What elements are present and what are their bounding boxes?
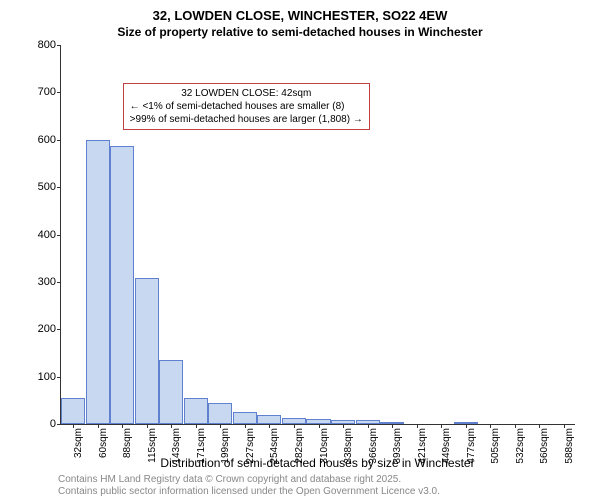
y-tick-mark bbox=[57, 187, 61, 188]
y-tick-mark bbox=[57, 45, 61, 46]
histogram-bar bbox=[86, 140, 110, 424]
footer-text: Contains HM Land Registry data © Crown c… bbox=[58, 474, 440, 498]
annotation-line-1: 32 LOWDEN CLOSE: 42sqm bbox=[130, 87, 363, 100]
y-tick-mark bbox=[57, 92, 61, 93]
chart-container: 32, LOWDEN CLOSE, WINCHESTER, SO22 4EW S… bbox=[0, 0, 600, 500]
plot-area: 32 LOWDEN CLOSE: 42sqm ← <1% of semi-det… bbox=[60, 45, 575, 425]
footer-line-1: Contains HM Land Registry data © Crown c… bbox=[58, 474, 440, 486]
chart-title-main: 32, LOWDEN CLOSE, WINCHESTER, SO22 4EW bbox=[0, 0, 600, 23]
y-tick-mark bbox=[57, 424, 61, 425]
annotation-line-2: ← <1% of semi-detached houses are smalle… bbox=[130, 100, 363, 113]
x-tick-label: 88sqm bbox=[122, 428, 133, 458]
histogram-bar bbox=[110, 146, 134, 424]
histogram-bar bbox=[61, 398, 85, 424]
histogram-bar bbox=[184, 398, 208, 424]
histogram-bar bbox=[208, 403, 232, 424]
chart-title-sub: Size of property relative to semi-detach… bbox=[0, 23, 600, 39]
y-tick-mark bbox=[57, 282, 61, 283]
annotation-line-3: >99% of semi-detached houses are larger … bbox=[130, 113, 363, 126]
y-tick-mark bbox=[57, 140, 61, 141]
footer-line-2: Contains public sector information licen… bbox=[58, 486, 440, 498]
histogram-bar bbox=[257, 415, 281, 424]
y-tick-mark bbox=[57, 377, 61, 378]
y-tick-mark bbox=[57, 235, 61, 236]
annotation-box: 32 LOWDEN CLOSE: 42sqm ← <1% of semi-det… bbox=[123, 83, 370, 130]
y-tick-mark bbox=[57, 329, 61, 330]
x-tick-label: 32sqm bbox=[73, 428, 84, 458]
histogram-bar bbox=[159, 360, 183, 424]
x-axis-label: Distribution of semi-detached houses by … bbox=[60, 456, 575, 470]
x-tick-label: 60sqm bbox=[98, 428, 109, 458]
histogram-bar bbox=[233, 412, 257, 424]
histogram-bar bbox=[135, 278, 159, 424]
